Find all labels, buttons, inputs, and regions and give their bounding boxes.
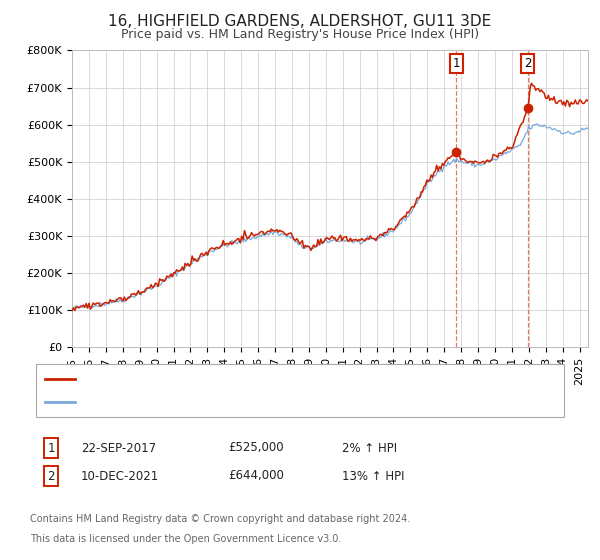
Text: Price paid vs. HM Land Registry's House Price Index (HPI): Price paid vs. HM Land Registry's House … (121, 28, 479, 41)
Text: This data is licensed under the Open Government Licence v3.0.: This data is licensed under the Open Gov… (30, 534, 341, 544)
Text: 2: 2 (47, 469, 55, 483)
Text: HPI: Average price, detached house, Rushmoor: HPI: Average price, detached house, Rush… (81, 397, 344, 407)
Text: 16, HIGHFIELD GARDENS, ALDERSHOT, GU11 3DE (detached house): 16, HIGHFIELD GARDENS, ALDERSHOT, GU11 3… (81, 374, 461, 384)
Text: £644,000: £644,000 (228, 469, 284, 483)
Text: 2: 2 (524, 57, 532, 70)
Text: 1: 1 (452, 57, 460, 70)
Text: 10-DEC-2021: 10-DEC-2021 (81, 469, 159, 483)
Text: 2% ↑ HPI: 2% ↑ HPI (342, 441, 397, 455)
Text: Contains HM Land Registry data © Crown copyright and database right 2024.: Contains HM Land Registry data © Crown c… (30, 514, 410, 524)
Text: 16, HIGHFIELD GARDENS, ALDERSHOT, GU11 3DE: 16, HIGHFIELD GARDENS, ALDERSHOT, GU11 3… (109, 14, 491, 29)
Text: 13% ↑ HPI: 13% ↑ HPI (342, 469, 404, 483)
Text: 22-SEP-2017: 22-SEP-2017 (81, 441, 156, 455)
Text: 1: 1 (47, 441, 55, 455)
Text: £525,000: £525,000 (228, 441, 284, 455)
